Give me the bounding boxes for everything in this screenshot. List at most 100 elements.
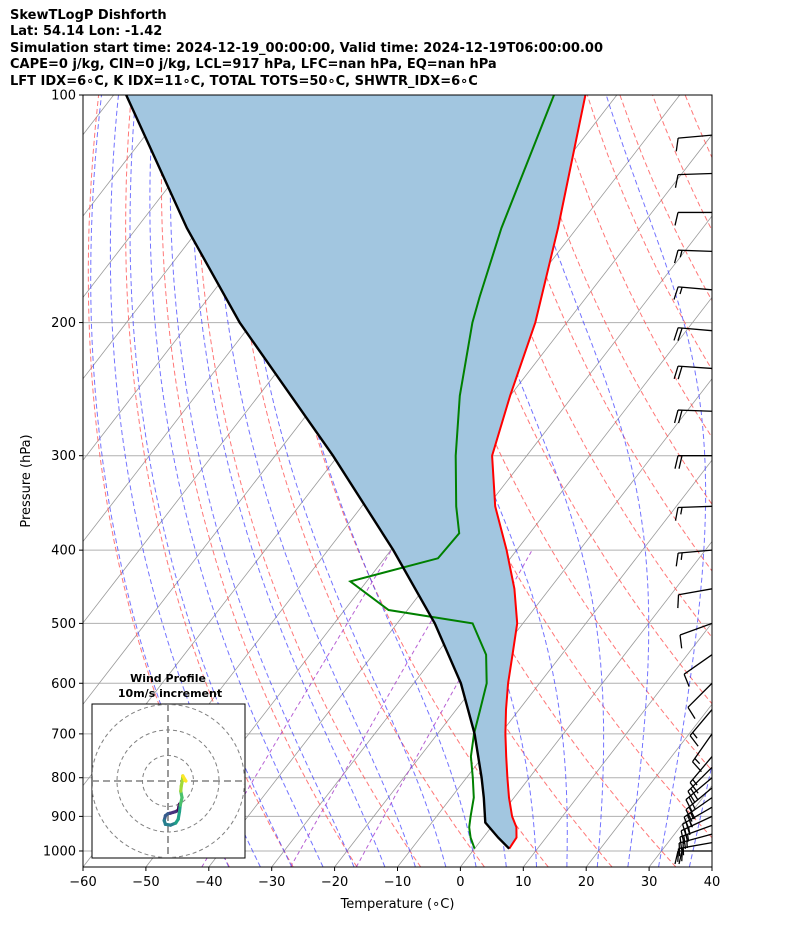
dry-adiabat-line	[228, 95, 485, 867]
wind-barb	[685, 787, 713, 822]
barb-half-flag	[690, 812, 695, 820]
barb-flag	[673, 365, 679, 380]
barb-staff	[677, 249, 713, 253]
barb-staff	[678, 327, 713, 332]
moist-adiabat-line	[720, 95, 794, 867]
barb-staff	[689, 709, 713, 737]
barb-flag	[677, 410, 683, 424]
barb-flag	[687, 706, 696, 719]
moist-adiabat-line	[129, 95, 293, 867]
moist-adiabat-line	[212, 95, 416, 867]
x-tick-label: −60	[69, 875, 96, 890]
dry-adiabat-line	[195, 95, 422, 867]
barb-staff	[691, 733, 713, 763]
barb-flag	[674, 507, 679, 521]
wind-barb	[673, 286, 713, 300]
barb-flag	[677, 366, 683, 380]
moist-adiabat-line	[508, 95, 650, 867]
x-tick-label: 0	[456, 875, 464, 890]
barb-flag	[675, 137, 679, 152]
barb-flag	[683, 673, 690, 687]
mixing-ratio-line	[290, 549, 473, 867]
axis-ticks: −60 −50 −40 −30 −20 −10 0 10 20 30 40 100 200 300 400 5…	[43, 89, 720, 891]
indices-line-2: LFT IDX=6∘C, K IDX=11∘C, TOTAL TOTS=50∘C…	[10, 73, 478, 89]
barb-staff	[677, 505, 713, 509]
y-tick-label: 500	[51, 617, 76, 632]
barb-staff	[685, 787, 713, 811]
dry-adiabat-line	[718, 95, 794, 867]
dry-adiabat-line	[160, 95, 358, 867]
barb-flag	[686, 814, 694, 828]
barb-half-flag	[679, 286, 683, 295]
wind-barb	[675, 549, 713, 567]
isotherm-line	[271, 296, 712, 867]
dry-adiabat-line	[554, 95, 712, 439]
wind-barb	[673, 365, 713, 380]
y-tick-label: 700	[51, 727, 76, 742]
wind-barb	[689, 709, 713, 747]
y-tick-label: 400	[51, 544, 76, 559]
dry-adiabat-line	[652, 95, 712, 232]
y-tick-label: 900	[51, 810, 76, 825]
barb-staff	[689, 756, 713, 783]
barb-flag	[680, 830, 685, 844]
dry-adiabat-line	[456, 95, 712, 639]
wind-barb	[679, 622, 713, 649]
isotherm-line	[711, 866, 712, 867]
isotherm-line	[334, 378, 712, 867]
barb-half-flag	[686, 834, 690, 842]
barb-flag	[678, 850, 683, 865]
barb-flag	[681, 847, 684, 862]
x-axis-label: Temperature (∘C)	[340, 897, 455, 912]
x-tick-label: 10	[515, 875, 532, 890]
mixing-ratio-line	[201, 549, 392, 867]
barb-flag	[677, 327, 683, 341]
barb-flag	[685, 809, 693, 822]
barb-half-flag	[694, 758, 701, 765]
dry-adiabat-line	[586, 95, 712, 371]
y-tick-label: 100	[51, 89, 76, 104]
dry-adiabat-line	[619, 95, 712, 302]
barb-staff	[683, 654, 713, 675]
moist-adiabat-line	[149, 95, 324, 867]
barb-flag	[690, 788, 699, 801]
dewpoint-line	[348, 95, 555, 850]
wind-barb	[677, 588, 713, 609]
barb-flag	[689, 735, 699, 747]
inset-subtitle: 10m/s increment	[118, 687, 222, 700]
hodograph-segment	[182, 778, 188, 783]
barb-staff	[687, 682, 713, 708]
isotherm-line	[83, 95, 240, 299]
y-tick-label: 800	[51, 771, 76, 786]
inset-title: Wind Profile	[130, 672, 206, 685]
dry-adiabat-line	[521, 95, 712, 506]
dry-adiabat-line	[783, 95, 794, 867]
temperature-line	[491, 95, 587, 850]
parcel-line	[125, 95, 511, 850]
barb-flag	[674, 850, 679, 865]
dry-adiabat-line	[423, 95, 712, 705]
barb-flag	[673, 409, 679, 424]
x-tick-label: −50	[132, 875, 159, 890]
wind-barb	[687, 766, 713, 803]
wind-barb	[689, 756, 713, 794]
barb-flag	[673, 250, 679, 264]
barb-flag	[679, 836, 683, 851]
isotherm-line	[585, 703, 712, 867]
moist-adiabat-line	[605, 95, 707, 867]
wind-barb	[674, 505, 713, 521]
wind-profile-inset: Wind Profile 10m/s increment	[91, 672, 246, 859]
barb-flag	[674, 455, 679, 469]
wind-barb	[674, 172, 713, 188]
isotherm-line	[460, 540, 712, 867]
wind-barbs	[673, 134, 713, 865]
dry-adiabat-line	[125, 95, 294, 867]
x-tick-label: 30	[641, 875, 658, 890]
wind-barb	[674, 850, 712, 865]
barb-flag	[683, 835, 687, 849]
barb-flag	[673, 286, 679, 300]
barb-staff	[678, 549, 713, 554]
barb-half-flag	[680, 507, 683, 515]
cin-shade-area	[126, 95, 586, 849]
